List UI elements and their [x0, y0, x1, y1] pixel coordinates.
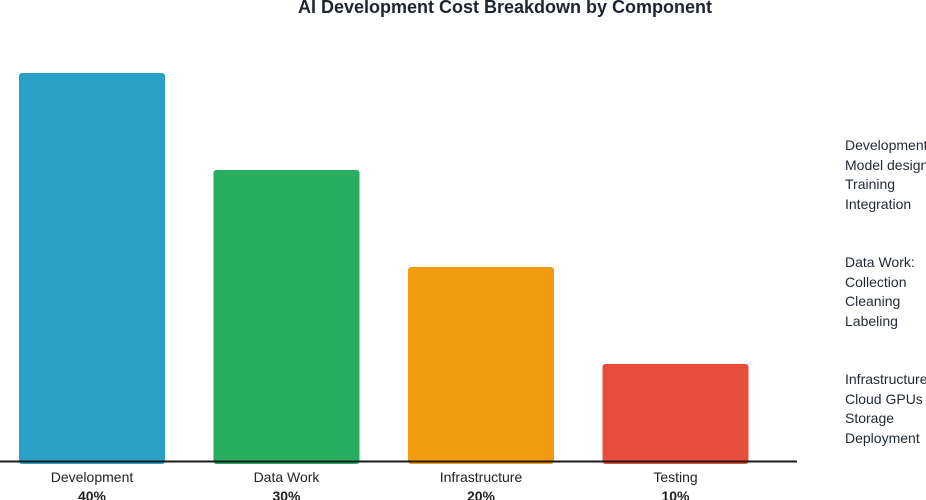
note-line: Integration — [845, 195, 912, 212]
note-line: Cloud GPUs — [845, 390, 923, 407]
note-line: Collection — [845, 273, 907, 290]
category-label-testing: Testing — [653, 469, 697, 485]
value-label-development: 40% — [78, 488, 107, 500]
chart-title: AI Development Cost Breakdown by Compone… — [297, 0, 713, 17]
note-line: Storage — [845, 410, 895, 426]
note-infrastructure: Infrastructure Cloud GPUs Storage Deploy… — [845, 370, 926, 448]
category-label-infrastructure: Infrastructure — [440, 469, 523, 485]
note-line: Development — [845, 137, 926, 153]
note-development: Development Model design Training Integr… — [845, 136, 926, 214]
note-line: Deployment — [845, 429, 920, 446]
value-label-testing: 10% — [661, 488, 690, 500]
category-label-data-work: Data Work — [254, 469, 321, 485]
value-label-data-work: 30% — [272, 488, 301, 500]
bars-layer — [19, 73, 749, 464]
category-label-development: Development — [51, 469, 134, 485]
note-data-work: Data Work: Collection Cleaning Labeling — [845, 253, 915, 331]
bar-infrastructure — [408, 267, 554, 464]
bar-development — [19, 73, 165, 464]
value-label-infrastructure: 20% — [467, 488, 496, 500]
note-line: Infrastructure — [845, 371, 926, 387]
bar-testing — [602, 364, 749, 464]
note-line: Cleaning — [845, 293, 901, 309]
bar-data-work — [213, 170, 360, 464]
note-line: Data Work: — [845, 254, 915, 270]
note-line: Labeling — [845, 312, 898, 329]
note-line: Training — [845, 176, 896, 192]
note-line: Model design — [845, 156, 926, 173]
labels-layer: Development 40% Data Work 30% Infrastructure… — [51, 469, 698, 500]
